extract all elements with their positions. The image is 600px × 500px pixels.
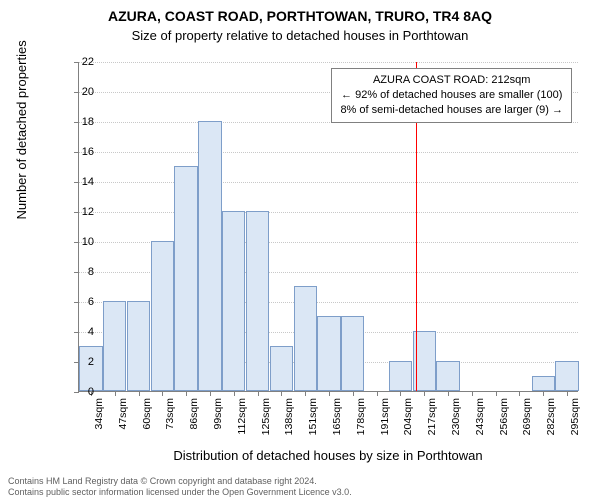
ytick-label: 10 [64, 236, 94, 248]
histogram-bar [198, 121, 221, 391]
xtick-label: 47sqm [117, 398, 129, 448]
histogram-bar [174, 166, 197, 391]
xtick-mark [496, 391, 497, 396]
gridline [79, 212, 578, 213]
xtick-mark [424, 391, 425, 396]
histogram-bar [79, 346, 102, 391]
ytick-label: 20 [64, 86, 94, 98]
xtick-mark [329, 391, 330, 396]
xtick-label: 204sqm [402, 398, 414, 448]
page: AZURA, COAST ROAD, PORTHTOWAN, TRURO, TR… [0, 0, 600, 500]
xtick-mark [162, 391, 163, 396]
xtick-mark [519, 391, 520, 396]
xtick-mark [210, 391, 211, 396]
xtick-mark [234, 391, 235, 396]
ytick-label: 14 [64, 176, 94, 188]
xtick-label: 178sqm [355, 398, 367, 448]
footer-attribution: Contains HM Land Registry data © Crown c… [8, 476, 352, 499]
xtick-label: 34sqm [93, 398, 105, 448]
annotation-box: AZURA COAST ROAD: 212sqm← 92% of detache… [331, 68, 572, 123]
xtick-label: 230sqm [450, 398, 462, 448]
ytick-label: 18 [64, 116, 94, 128]
xtick-label: 73sqm [164, 398, 176, 448]
y-axis-label: Number of detached properties [14, 40, 29, 219]
histogram-bar [317, 316, 340, 391]
ytick-label: 8 [64, 266, 94, 278]
histogram-bar [555, 361, 578, 391]
histogram-bar [294, 286, 317, 391]
annotation-line: AZURA COAST ROAD: 212sqm [340, 73, 563, 88]
xtick-label: 99sqm [212, 398, 224, 448]
histogram-bar [103, 301, 126, 391]
xtick-mark [115, 391, 116, 396]
gridline [79, 182, 578, 183]
annotation-line: 8% of semi-detached houses are larger (9… [340, 103, 563, 118]
histogram-bar [127, 301, 150, 391]
xtick-label: 269sqm [521, 398, 533, 448]
xtick-mark [258, 391, 259, 396]
xtick-label: 60sqm [141, 398, 153, 448]
xtick-mark [281, 391, 282, 396]
xtick-mark [377, 391, 378, 396]
xtick-mark [186, 391, 187, 396]
xtick-label: 125sqm [260, 398, 272, 448]
ytick-label: 12 [64, 206, 94, 218]
chart-title: AZURA, COAST ROAD, PORTHTOWAN, TRURO, TR… [0, 8, 600, 24]
xtick-label: 112sqm [236, 398, 248, 448]
xtick-mark [305, 391, 306, 396]
xtick-mark [448, 391, 449, 396]
histogram-bar [436, 361, 459, 391]
annotation-line: ← 92% of detached houses are smaller (10… [340, 88, 563, 103]
histogram-bar [270, 346, 293, 391]
xtick-label: 165sqm [331, 398, 343, 448]
histogram-bar [246, 211, 269, 391]
xtick-mark [472, 391, 473, 396]
ytick-label: 0 [64, 386, 94, 398]
xtick-label: 151sqm [307, 398, 319, 448]
xtick-mark [543, 391, 544, 396]
xtick-mark [567, 391, 568, 396]
ytick-label: 16 [64, 146, 94, 158]
xtick-label: 191sqm [379, 398, 391, 448]
xtick-label: 282sqm [545, 398, 557, 448]
xtick-mark [400, 391, 401, 396]
ytick-label: 6 [64, 296, 94, 308]
xtick-mark [353, 391, 354, 396]
ytick-label: 4 [64, 326, 94, 338]
histogram-bar [222, 211, 245, 391]
xtick-label: 243sqm [474, 398, 486, 448]
histogram-bar [341, 316, 364, 391]
footer-line-1: Contains HM Land Registry data © Crown c… [8, 476, 352, 487]
xtick-label: 86sqm [188, 398, 200, 448]
chart-area: AZURA COAST ROAD: 212sqm← 92% of detache… [78, 62, 578, 420]
footer-line-2: Contains public sector information licen… [8, 487, 352, 498]
histogram-bar [151, 241, 174, 391]
xtick-mark [139, 391, 140, 396]
xtick-label: 295sqm [569, 398, 581, 448]
ytick-label: 22 [64, 56, 94, 68]
xtick-label: 217sqm [426, 398, 438, 448]
chart-subtitle: Size of property relative to detached ho… [0, 28, 600, 43]
histogram-bar [389, 361, 412, 391]
gridline [79, 152, 578, 153]
x-axis-label: Distribution of detached houses by size … [78, 448, 578, 463]
histogram-bar [532, 376, 555, 391]
xtick-label: 256sqm [498, 398, 510, 448]
xtick-label: 138sqm [283, 398, 295, 448]
gridline [79, 62, 578, 63]
ytick-label: 2 [64, 356, 94, 368]
plot-area: AZURA COAST ROAD: 212sqm← 92% of detache… [78, 62, 578, 392]
